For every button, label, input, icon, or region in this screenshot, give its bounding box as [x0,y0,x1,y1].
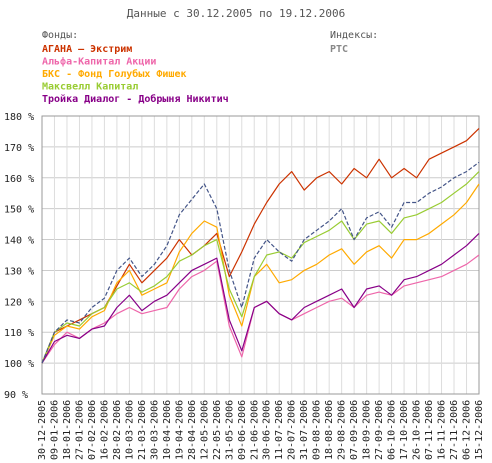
funds-heading: Фонды: [42,30,78,41]
series-line-0 [41,127,480,364]
x-tick-label: 31-07-2006 [299,400,310,460]
x-tick-label: 09-08-2006 [312,400,323,460]
y-tick-label: 130 % [4,266,34,277]
x-tick-label: 27-01-2006 [74,400,85,460]
y-tick-label: 100 % [4,359,34,370]
x-tick-label: 21-06-2006 [249,400,260,460]
x-tick-label: 11-07-2006 [274,400,285,460]
x-tick-label: 09-01-2006 [49,400,60,460]
x-tick-label: 07-02-2006 [87,400,98,460]
x-axis: 30-12-2005 09-01-2006 18-01-2006 27-01-2006… [37,400,485,460]
y-tick-label: 180 % [4,112,34,123]
x-tick-label: 18-09-2006 [362,400,373,460]
x-tick-label: 18-01-2006 [62,400,73,460]
x-tick-label: 26-10-2006 [412,400,423,460]
x-tick-label: 22-05-2006 [212,400,223,460]
x-tick-label: 16-02-2006 [99,400,110,460]
x-tick-label: 29-08-2006 [337,400,348,460]
y-axis: 180 % 170 % 160 % 150 % 140 % 130 % 120 % 110 %… [4,112,34,401]
series-line-2 [41,183,480,364]
series-line-3 [41,171,480,364]
x-tick-label: 12-05-2006 [199,400,210,460]
y-tick-label: 140 % [4,236,34,247]
indices-heading: Индексы: [330,30,378,41]
series-line-5 [41,161,480,364]
x-tick-label: 09-06-2006 [237,400,248,460]
x-tick-label: 20-07-2006 [287,400,298,460]
y-tick-label: 150 % [4,205,34,216]
x-tick-label: 21-03-2006 [137,400,148,460]
indices-legend: РТС [330,44,348,55]
x-tick-label: 07-11-2006 [424,400,435,460]
x-tick-label: 18-08-2006 [324,400,335,460]
x-tick-label: 28-02-2006 [112,400,123,460]
x-tick-label: 27-09-2006 [374,400,385,460]
y-tick-label: 160 % [4,174,34,185]
legend-fund-1: Альфа-Капитал Акции [42,56,156,68]
x-tick-label: 16-11-2006 [437,400,448,460]
y-tick-label: 120 % [4,297,34,308]
x-tick-label: 27-11-2006 [449,400,460,460]
x-tick-label: 06-10-2006 [387,400,398,460]
x-tick-label: 10-03-2006 [124,400,135,460]
legend-fund-2: БКС - Фонд Голубых Фишек [42,68,187,80]
legend-index-5: РТС [330,44,348,55]
y-tick-label: 110 % [4,328,34,339]
x-tick-label: 31-05-2006 [224,400,235,460]
y-tick-label: 90 % [4,390,28,401]
y-tick-label: 170 % [4,143,34,154]
chart-grid [41,115,480,395]
legend-fund-0: АГАНА – Экстрим [42,44,132,55]
x-tick-label: 30-06-2006 [262,400,273,460]
x-tick-label: 28-04-2006 [187,400,198,460]
series-line-4 [41,232,480,364]
x-tick-label: 17-10-2006 [399,400,410,460]
x-tick-label: 30-03-2006 [149,400,160,460]
series-lines [41,127,480,364]
x-tick-label: 07-09-2006 [349,400,360,460]
x-tick-label: 06-12-2006 [462,400,473,460]
chart-title: Данные с 30.12.2005 по 19.12.2006 [127,7,346,20]
plot-frame [41,115,480,395]
x-tick-label: 15-12-2006 [474,400,485,460]
legend-fund-3: Максвелл Капитал [42,82,138,93]
x-tick-label: 19-04-2006 [174,400,185,460]
x-tick-label: 10-04-2006 [162,400,173,460]
legend-fund-4: Тройка Диалог - Добрыня Никитич [42,93,229,105]
x-tick-label: 30-12-2005 [37,400,48,460]
